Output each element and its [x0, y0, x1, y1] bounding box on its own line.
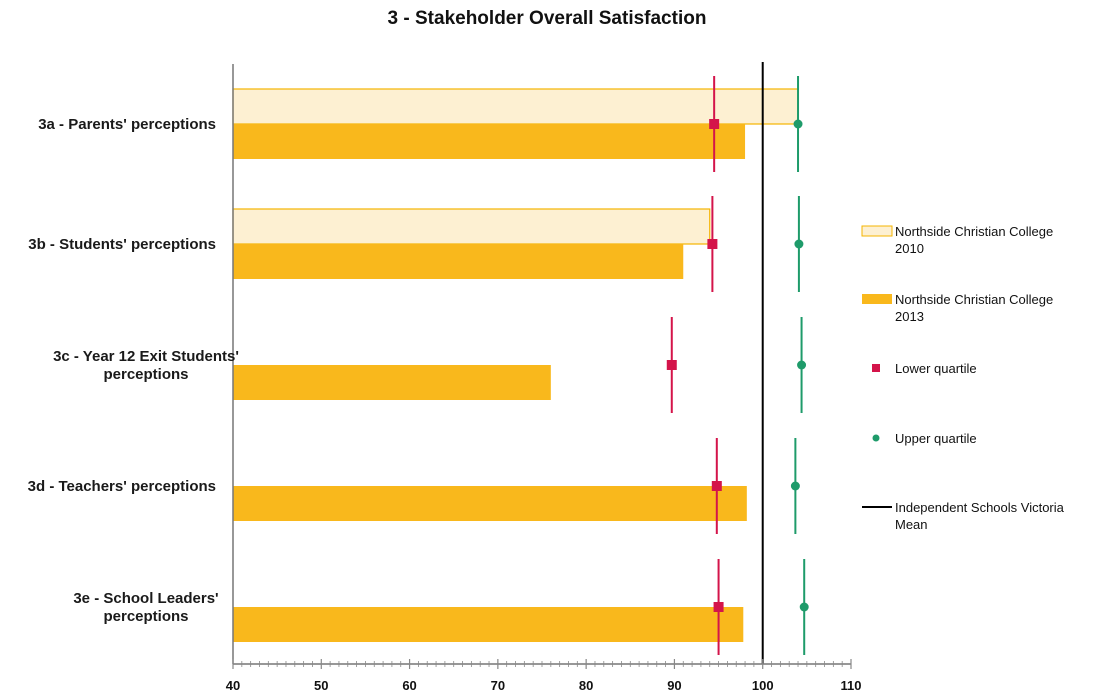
lower-quartile-marker [707, 239, 718, 249]
bar-2013 [233, 365, 551, 400]
legend-swatch-lower-quartile [872, 364, 880, 372]
lower-quartile-marker [713, 602, 724, 612]
lower-quartile-marker [666, 360, 677, 370]
x-tick-label: 60 [402, 678, 416, 693]
category-label: 3e - School Leaders' [73, 590, 218, 607]
upper-quartile-marker [793, 119, 803, 129]
legend-label: 2010 [895, 241, 924, 256]
category-label: 3d - Teachers' perceptions [28, 478, 216, 495]
x-tick-label: 40 [226, 678, 240, 693]
lower-quartile-marker [711, 481, 722, 491]
x-tick-label: 70 [491, 678, 505, 693]
lower-quartile-marker [709, 119, 720, 129]
legend-swatch-2010 [861, 225, 893, 237]
category-label: 3c - Year 12 Exit Students' [53, 348, 239, 365]
legend-label: Independent Schools Victoria [895, 500, 1065, 515]
bar-2010 [232, 208, 711, 245]
bar-2013 [233, 244, 684, 279]
bar-2013 [233, 124, 746, 159]
legend-swatch-2013 [862, 294, 892, 304]
upper-quartile-marker [797, 360, 807, 370]
legend-swatch-upper-quartile [872, 434, 880, 442]
bar-2013 [233, 607, 744, 642]
category-label: 3a - Parents' perceptions [38, 116, 216, 133]
x-tick-label: 90 [667, 678, 681, 693]
category-label: perceptions [103, 608, 188, 625]
x-tick-label: 110 [841, 678, 862, 693]
legend-label: Upper quartile [895, 431, 977, 446]
legend-label: Lower quartile [895, 361, 977, 376]
legend-label: Northside Christian College [895, 224, 1053, 239]
upper-quartile-marker [799, 602, 809, 612]
legend-label: Mean [895, 517, 928, 532]
x-tick-label: 50 [314, 678, 328, 693]
legend-label: 2013 [895, 309, 924, 324]
chart-title: 3 - Stakeholder Overall Satisfaction [387, 8, 707, 29]
x-tick-label: 100 [752, 678, 774, 693]
upper-quartile-marker [790, 481, 800, 491]
upper-quartile-marker [794, 239, 804, 249]
bar-2013 [233, 486, 747, 521]
legend-label: Northside Christian College [895, 292, 1053, 307]
x-tick-label: 80 [579, 678, 593, 693]
category-label: perceptions [103, 366, 188, 383]
category-label: 3b - Students' perceptions [28, 236, 216, 253]
